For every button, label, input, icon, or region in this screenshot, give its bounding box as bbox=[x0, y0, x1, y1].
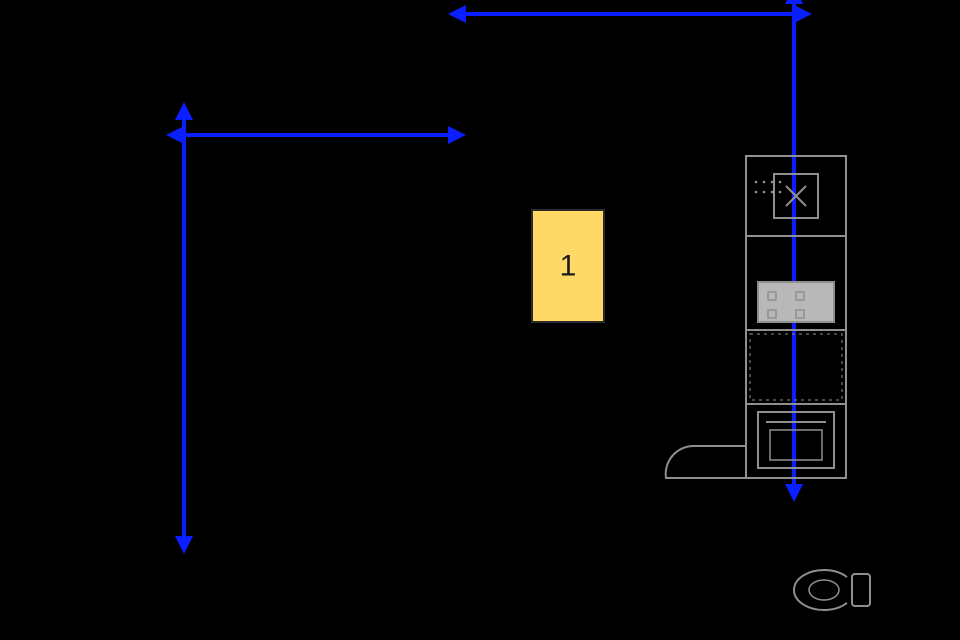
floorplan-canvas: 1 bbox=[0, 0, 960, 640]
toilet-icon bbox=[794, 570, 870, 610]
annotation-1-label: 1 bbox=[560, 250, 577, 283]
annotation-1: 1 bbox=[532, 210, 604, 322]
counter-return bbox=[666, 446, 746, 478]
